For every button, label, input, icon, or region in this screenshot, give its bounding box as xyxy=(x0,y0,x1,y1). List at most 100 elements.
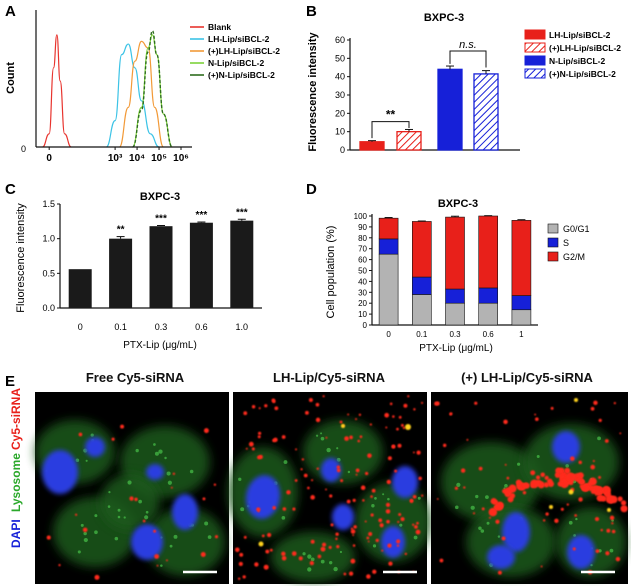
panel-d-y-tick-label: 80 xyxy=(358,234,367,243)
cy5-dot xyxy=(213,483,217,486)
panel-b-legend-swatch xyxy=(524,29,546,40)
panel-b-y-tick-label: 30 xyxy=(335,90,345,100)
cy5-dot xyxy=(367,453,372,458)
panel-d-bar-segment xyxy=(445,216,465,290)
lysosome-dot xyxy=(575,517,578,521)
cy5-dot xyxy=(349,435,353,440)
cy5-dot xyxy=(378,518,383,523)
dapi-label: DAPI xyxy=(9,519,23,548)
cy5-dot xyxy=(611,522,614,525)
cy5-dot xyxy=(263,564,269,570)
panel-c-significance: *** xyxy=(196,210,208,221)
lysosome-dot xyxy=(399,523,403,527)
panel-a-histogram-1 xyxy=(105,43,160,148)
panel-b-letter: B xyxy=(306,3,317,20)
panel-b-title: BXPC-3 xyxy=(424,12,464,24)
panel-c-x-tick-label: 0.3 xyxy=(155,322,168,332)
cy5-dot xyxy=(615,556,621,562)
cy5-dot xyxy=(308,397,313,402)
panel-b-y-tick-label: 50 xyxy=(335,53,345,63)
cy5-dot xyxy=(46,535,51,540)
lysosome-dot xyxy=(94,530,98,535)
cy5-dot xyxy=(522,490,527,495)
cy5-dot xyxy=(413,408,416,411)
cy5-dot xyxy=(503,419,508,425)
cy5-dot xyxy=(389,402,393,406)
cy5-cluster-dot xyxy=(496,501,504,509)
lysosome-dot xyxy=(315,434,319,437)
cy5-dot xyxy=(347,413,350,416)
cy5-dot xyxy=(329,494,333,498)
panel-c-y-tick-label: 0.5 xyxy=(42,268,55,278)
lysosome-dot xyxy=(347,470,351,474)
cy5-dot xyxy=(129,496,134,501)
cy5-dot xyxy=(315,417,321,423)
panel-c-y-tick-label: 1.0 xyxy=(42,234,55,244)
panel-b-bracket-2 xyxy=(449,50,487,68)
cy5-cluster-dot xyxy=(579,479,586,486)
cy5-dot xyxy=(165,559,168,562)
lysosome-dot xyxy=(568,520,573,525)
panel-d-y-tick-label: 20 xyxy=(358,299,367,308)
cy5-dot xyxy=(304,410,309,415)
cy5-dot xyxy=(572,547,576,551)
panel-d-bar-segment xyxy=(412,294,432,326)
panel-c-bar xyxy=(149,226,173,308)
lysosome-dot xyxy=(497,535,501,538)
cy5-cluster-dot xyxy=(620,505,628,513)
cy5-dot xyxy=(202,497,206,501)
cy5-dot xyxy=(243,535,247,539)
cy5-dot xyxy=(242,575,246,579)
lysosome-dot xyxy=(417,496,421,500)
cy5-cluster-dot xyxy=(577,472,584,479)
panel-b: B BXPC-3 Fluorescence intensity 0 10 20 30 40 5… xyxy=(306,3,621,155)
lysosome-dot xyxy=(207,535,212,539)
cy5-dot xyxy=(339,420,343,424)
cy5-dot xyxy=(336,468,341,473)
cy5-dot xyxy=(343,572,347,576)
cy5-dot xyxy=(402,426,406,430)
cy5-dot xyxy=(397,520,400,524)
cy5-dot xyxy=(235,547,240,553)
cy5-dot xyxy=(611,529,616,534)
panel-c-letter: C xyxy=(5,181,16,198)
nucleus xyxy=(321,458,341,482)
lysosome-dot xyxy=(320,559,325,564)
cy5-dot xyxy=(385,426,388,429)
cy5-dot xyxy=(460,468,466,473)
cy5-dot xyxy=(366,574,371,579)
cy5-cluster-dot xyxy=(559,479,569,489)
cy5-dot xyxy=(409,499,414,503)
cy5-dot xyxy=(364,471,369,476)
cy5-dot xyxy=(315,402,320,407)
lysosome-dot xyxy=(75,458,80,463)
cy5-dot xyxy=(372,569,377,574)
panel-b-legend-swatch xyxy=(524,68,546,79)
cy5-dot xyxy=(578,460,582,465)
cy5-cluster-dot xyxy=(581,484,589,492)
panel-d-legend-swatch xyxy=(547,237,559,248)
cy5-dot xyxy=(325,488,327,491)
cy5-dot xyxy=(400,517,405,522)
cy5-dot xyxy=(545,512,549,516)
cy5-cluster-dot xyxy=(555,467,562,474)
image-title-1: Free Cy5-siRNA xyxy=(86,370,185,385)
panel-d-legend-label: G2/M xyxy=(563,252,585,262)
cy5-dot xyxy=(598,475,602,479)
cy5-dot xyxy=(352,544,356,547)
cy5-dot xyxy=(281,555,287,561)
panel-c-bar xyxy=(109,238,133,308)
lysosome-dot xyxy=(339,550,343,554)
cy5-dot xyxy=(606,528,611,533)
panel-d-bar-segment xyxy=(511,220,532,296)
cy5-dot xyxy=(420,401,424,404)
colocalized-dot xyxy=(405,424,411,430)
panel-d-title: BXPC-3 xyxy=(438,198,478,210)
lysosome-dot xyxy=(158,449,163,454)
panel-c-bar xyxy=(189,222,213,308)
cy5-dot xyxy=(134,497,138,502)
lysosome-dot xyxy=(413,535,418,540)
cy5-dot xyxy=(311,479,314,482)
cy5-dot xyxy=(504,463,507,466)
image-title-2: LH-Lip/Cy5-siRNA xyxy=(273,370,386,385)
